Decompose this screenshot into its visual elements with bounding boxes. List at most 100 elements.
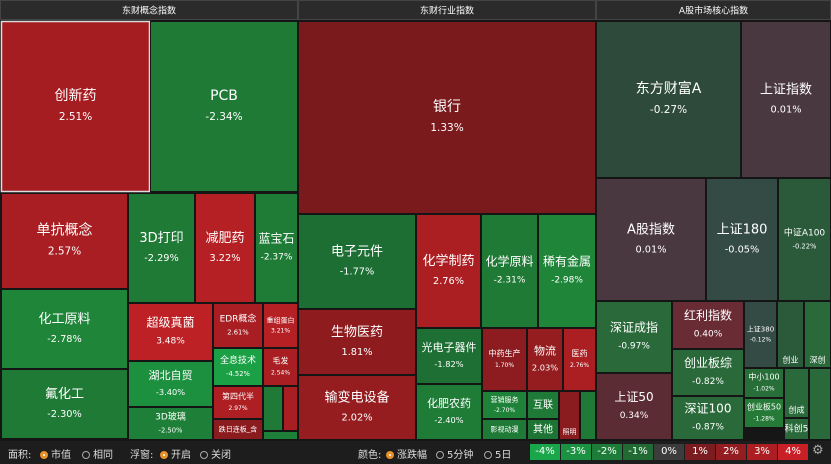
tile-label: 上证50 — [614, 390, 653, 404]
tile[interactable]: 氟化工 -2.30% — [1, 369, 128, 439]
tile[interactable]: 中证A100 -0.22% — [778, 178, 831, 301]
tile-change: 3.22% — [210, 253, 241, 264]
tile[interactable]: A股指数 0.01% — [596, 178, 706, 301]
tile-change: 2.76% — [570, 362, 589, 369]
tile[interactable]: 化学制药 2.76% — [416, 214, 481, 328]
tile-label: 重组蛋白 — [267, 315, 295, 324]
tile-box — [784, 368, 809, 418]
tile-change: -2.34% — [205, 111, 242, 123]
tile-box — [1, 289, 128, 369]
color-option[interactable]: 涨跌幅 — [386, 446, 427, 461]
tile-change: -2.31% — [494, 276, 526, 286]
tile-box — [1, 193, 128, 289]
legend-swatch: 2% — [716, 444, 746, 460]
tile[interactable]: 医药 2.76% — [563, 328, 596, 391]
tile-label: PCB — [210, 88, 238, 104]
tile[interactable]: PCB -2.34% — [150, 21, 298, 192]
tile[interactable]: 湖北自贸 -3.40% — [128, 361, 213, 407]
tile[interactable]: 化学原料 -2.31% — [481, 214, 538, 328]
tile-label: 创成 — [789, 405, 805, 415]
tile[interactable]: 上证180 -0.05% — [706, 178, 778, 301]
tile-change: 3.21% — [271, 327, 290, 334]
tile[interactable]: 深证成指 -0.97% — [596, 301, 672, 373]
tile[interactable]: 中药生产 1.70% — [482, 328, 527, 391]
tile-change: 2.03% — [532, 362, 558, 372]
color-option[interactable]: 5日 — [484, 446, 511, 461]
tile[interactable]: 蓝宝石 -2.37% — [255, 193, 298, 303]
tile-label: 深创 — [810, 355, 826, 365]
tile[interactable]: 创新药 2.51% — [0, 20, 151, 193]
tile-box — [298, 21, 596, 214]
tile-label: 3D打印 — [139, 231, 183, 246]
tile[interactable]: 创成 — [784, 368, 809, 418]
tile[interactable]: 物流 2.03% — [527, 328, 563, 391]
tile[interactable]: 化工原料 -2.78% — [1, 289, 128, 369]
tile-box — [213, 419, 263, 440]
tile[interactable]: 照明 — [559, 391, 580, 440]
tile-label: 光电子器件 — [422, 340, 477, 354]
tile-box — [777, 301, 804, 368]
tile[interactable]: 深证100 -0.87% — [672, 396, 744, 440]
tile-box — [527, 391, 559, 419]
tile-label: A股指数 — [627, 222, 675, 237]
float-option[interactable]: 开启 — [160, 446, 191, 461]
tile-label: 银行 — [433, 99, 461, 115]
tile[interactable]: EDR概念 2.61% — [213, 303, 263, 348]
tile[interactable]: 其他 — [527, 419, 559, 440]
tile[interactable]: 输变电设备 2.02% — [298, 375, 416, 440]
tile-label: 医药 — [572, 348, 588, 358]
tile[interactable]: 稀有金属 -2.98% — [538, 214, 596, 328]
tile-label: 第四代半 — [222, 391, 254, 401]
tile[interactable]: 银行 1.33% — [298, 21, 596, 214]
tile-box — [744, 301, 777, 368]
tile[interactable]: 毛发 2.54% — [263, 348, 298, 386]
settings-icon[interactable]: ⚙ — [812, 443, 824, 458]
tile-change: 2.57% — [48, 246, 81, 258]
tile[interactable]: 化肥农药 -2.40% — [416, 384, 482, 440]
tile[interactable]: 深创 — [804, 301, 831, 368]
filler-tile — [263, 386, 283, 431]
tile[interactable]: 创业 — [777, 301, 804, 368]
tile[interactable]: 上证50 0.34% — [596, 373, 672, 440]
tile[interactable]: 光电子器件 -1.82% — [416, 328, 482, 384]
tile-change: -0.27% — [650, 104, 687, 116]
tile[interactable]: 营销服务 -2.70% — [482, 391, 527, 419]
tile[interactable]: 跌日连板_含 — [213, 419, 263, 440]
color-option[interactable]: 5分钟 — [436, 446, 473, 461]
tile[interactable]: 3D打印 -2.29% — [128, 193, 195, 303]
tile-label: 电子元件 — [331, 244, 383, 259]
tile[interactable]: 生物医药 1.81% — [298, 309, 416, 375]
tile-box — [778, 178, 831, 301]
area-option[interactable]: 相同 — [82, 446, 113, 461]
panel-header — [298, 0, 596, 20]
tile[interactable]: 第四代半 2.97% — [213, 386, 263, 419]
tile-label: 跌日连板_含 — [219, 425, 258, 434]
tile[interactable]: 创业板50 -1.28% — [744, 398, 784, 428]
tile[interactable]: 全息技术 -4.52% — [213, 348, 263, 386]
tile[interactable]: 互联 — [527, 391, 559, 419]
tile[interactable]: 影视动漫 — [482, 419, 527, 440]
tile[interactable]: 创业板综 -0.82% — [672, 349, 744, 396]
tile[interactable]: 减肥药 3.22% — [195, 193, 255, 303]
tile[interactable]: 电子元件 -1.77% — [298, 214, 416, 309]
float-option[interactable]: 关闭 — [200, 446, 231, 461]
legend-swatch: -4% — [530, 444, 560, 460]
tile[interactable]: 上证380 -0.12% — [744, 301, 777, 368]
tile-box — [538, 214, 596, 328]
tile-label: 营销服务 — [491, 395, 519, 404]
tile[interactable]: 红利指数 0.40% — [672, 301, 744, 349]
tile[interactable]: 东方财富A -0.27% — [596, 21, 741, 178]
tile-change: -2.40% — [434, 415, 463, 425]
area-option[interactable]: 市值 — [40, 446, 71, 461]
tile[interactable]: 科创5 — [784, 418, 809, 440]
tile[interactable]: 中小100 -1.02% — [744, 368, 784, 398]
tile[interactable]: 超级真菌 3.48% — [128, 303, 213, 361]
tile-change: -0.97% — [618, 342, 650, 352]
tile[interactable]: 3D玻璃 -2.50% — [128, 407, 213, 440]
tile[interactable]: 上证指数 0.01% — [741, 21, 831, 178]
tile-label: 上证380 — [747, 324, 774, 333]
tile[interactable]: 重组蛋白 3.21% — [263, 303, 298, 348]
tile-box — [804, 301, 831, 368]
tile[interactable]: 单抗概念 2.57% — [1, 193, 128, 289]
panel-title: 东财行业指数 — [420, 5, 474, 17]
